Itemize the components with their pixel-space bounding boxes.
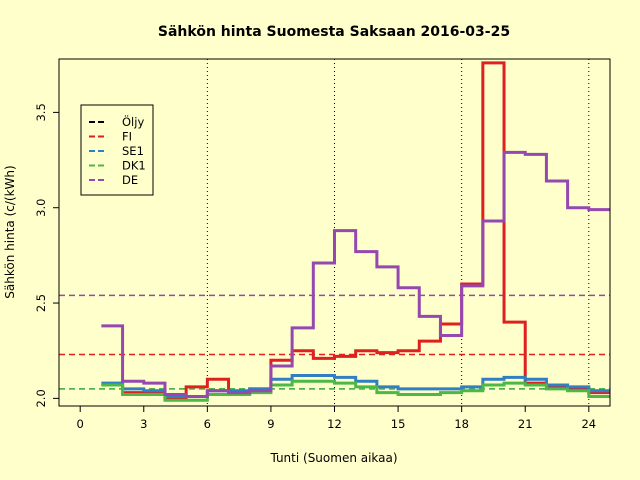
x-tick-label: 6 (204, 417, 211, 431)
y-tick-label: 2.5 (34, 294, 48, 312)
x-tick-label: 18 (454, 417, 469, 431)
series-line (101, 379, 610, 402)
legend-label: Öljy (122, 113, 144, 129)
legend-label: FI (122, 130, 132, 144)
series-lines (101, 61, 610, 402)
chart-title: Sähkön hinta Suomesta Saksaan 2016-03-25 (158, 24, 510, 40)
x-tick-label: 24 (581, 417, 596, 431)
legend-label: SE1 (122, 144, 144, 158)
x-tick-label: 3 (140, 417, 147, 431)
series-line (101, 150, 610, 398)
series-line (101, 61, 610, 400)
y-axis: 2.0 2.5 3.0 3.5 (34, 103, 60, 408)
y-tick-label: 3.5 (34, 103, 48, 121)
x-tick-label: 15 (391, 417, 406, 431)
y-axis-label: Sähkön hinta (c/(kWh) (3, 165, 17, 298)
legend-label: DE (122, 173, 138, 187)
x-tick-label: 9 (267, 417, 274, 431)
x-axis-label: Tunti (Suomen aikaa) (269, 451, 397, 465)
reference-lines (59, 294, 610, 390)
legend-box (80, 104, 154, 196)
x-tick-label: 0 (77, 417, 84, 431)
x-tick-label: 21 (518, 417, 533, 431)
x-tick-label: 12 (327, 417, 342, 431)
y-tick-label: 3.0 (34, 199, 48, 217)
x-axis: 0 3 6 9 12 15 18 21 24 (77, 405, 596, 431)
y-tick-label: 2.0 (34, 389, 48, 407)
legend-label: DK1 (122, 159, 146, 173)
